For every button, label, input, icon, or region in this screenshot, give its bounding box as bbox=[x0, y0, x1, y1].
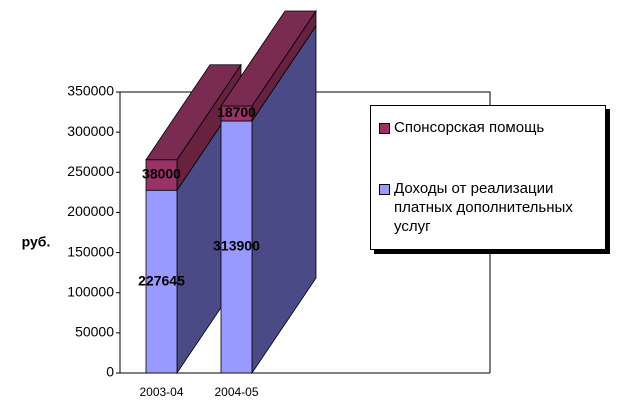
bar bbox=[220, 120, 253, 374]
data-label: 18700 bbox=[217, 104, 256, 120]
bar-top bbox=[220, 10, 317, 107]
y-tick-label: 200000 bbox=[67, 203, 114, 219]
x-tick-label: 2004-05 bbox=[214, 385, 258, 399]
y-tick-label: 100000 bbox=[67, 283, 114, 299]
bar bbox=[145, 159, 178, 191]
legend-text: Спонсорская помощь bbox=[394, 119, 545, 136]
legend: Спонсорская помощь Доходы от реализации п… bbox=[370, 105, 606, 250]
legend-text: Доходы от реализации платных дополнитель… bbox=[394, 180, 573, 235]
y-tick-label: 0 bbox=[106, 364, 114, 380]
y-tick-label: 150000 bbox=[67, 243, 114, 259]
legend-swatch bbox=[379, 184, 390, 195]
x-tick-label: 2003-04 bbox=[139, 385, 183, 399]
y-tick-label: 50000 bbox=[75, 324, 114, 340]
bar-top bbox=[145, 64, 242, 161]
bar bbox=[145, 189, 178, 374]
legend-item: Доходы от реализации платных дополнитель… bbox=[379, 179, 601, 236]
data-label: 313900 bbox=[213, 238, 260, 254]
legend-item: Спонсорская помощь bbox=[379, 118, 601, 137]
y-tick-label: 250000 bbox=[67, 163, 114, 179]
y-tick-label: 300000 bbox=[67, 123, 114, 139]
data-label: 227645 bbox=[138, 272, 185, 288]
y-tick-label: 350000 bbox=[67, 83, 114, 99]
data-label: 38000 bbox=[142, 166, 181, 182]
y-axis-label: руб. bbox=[22, 234, 51, 250]
legend-swatch bbox=[379, 123, 390, 134]
